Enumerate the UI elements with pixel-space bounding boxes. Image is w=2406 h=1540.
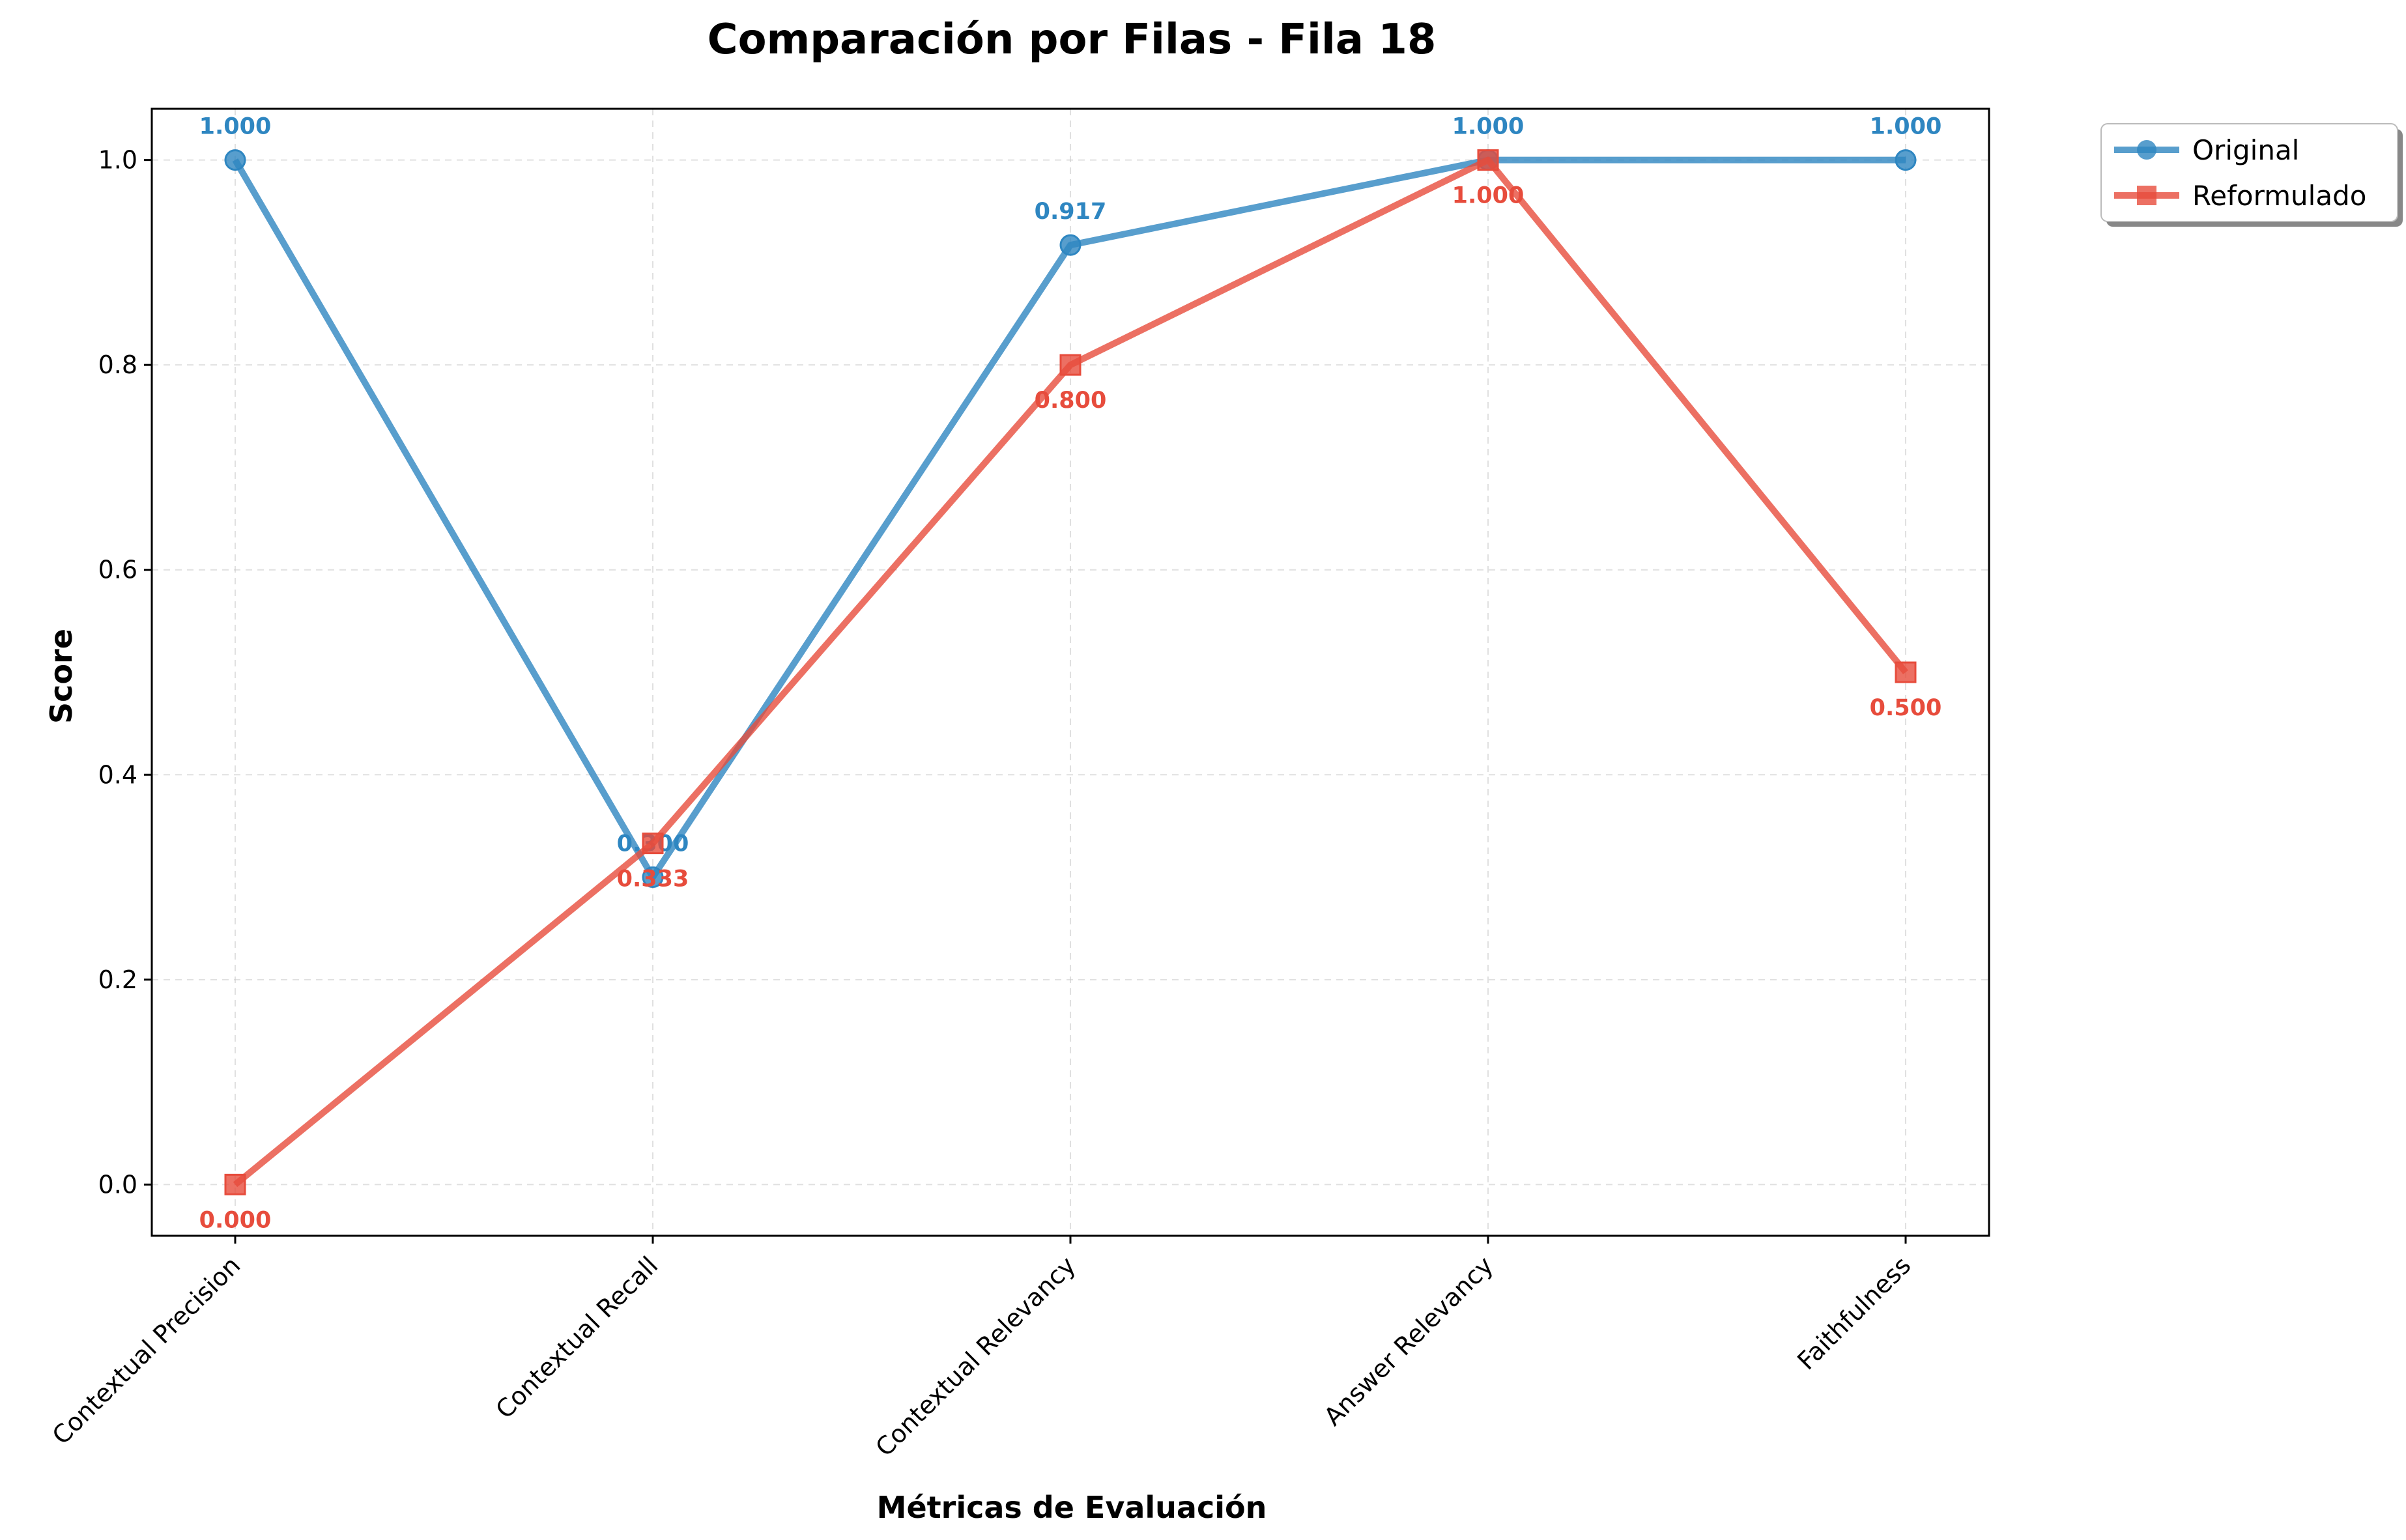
y-tick-label: 0.0 (98, 1170, 137, 1199)
chart-title: Comparación por Filas - Fila 18 (708, 16, 1437, 64)
data-label: 1.000 (1870, 114, 1942, 140)
data-point (1059, 354, 1081, 376)
legend-item-reformulado: Reformulado (2114, 180, 2366, 212)
data-point (1059, 234, 1081, 256)
data-point (1895, 149, 1917, 171)
x-axis-label: Métricas de Evaluación (877, 1490, 1267, 1525)
series-layer: 1.0000.3000.9171.0001.0000.0000.3330.800… (199, 114, 1942, 1234)
data-point (1477, 149, 1499, 171)
y-tick-label: 0.6 (98, 556, 137, 584)
y-axis-label: Score (44, 629, 79, 724)
legend-label: Reformulado (2192, 180, 2366, 212)
data-label: 0.500 (1870, 695, 1942, 721)
legend-label: Original (2192, 134, 2299, 166)
y-tick-label: 0.8 (98, 350, 137, 379)
y-tick-label: 0.2 (98, 965, 137, 994)
data-label: 0.800 (1035, 388, 1107, 414)
data-point (1895, 661, 1917, 683)
data-point (224, 149, 246, 171)
data-point (642, 833, 664, 855)
data-label: 0.917 (1035, 199, 1107, 225)
data-label: 1.000 (1452, 183, 1525, 209)
data-point (642, 866, 664, 889)
data-label: 1.000 (1452, 114, 1525, 140)
legend: Original Reformulado (2100, 123, 2403, 227)
data-label: 0.333 (617, 866, 689, 892)
legend-item-original: Original (2114, 134, 2299, 166)
legend-marker (2137, 186, 2156, 205)
data-point (224, 1173, 246, 1195)
data-label: 1.000 (199, 114, 272, 140)
y-tick-label: 1.0 (98, 146, 137, 175)
data-label: 0.000 (199, 1207, 272, 1233)
y-tick-label: 0.4 (98, 760, 137, 789)
series-reformulado: 0.000 0.333 0.800 1.000 0.500 (199, 149, 1942, 1233)
legend-marker (2137, 140, 2156, 160)
